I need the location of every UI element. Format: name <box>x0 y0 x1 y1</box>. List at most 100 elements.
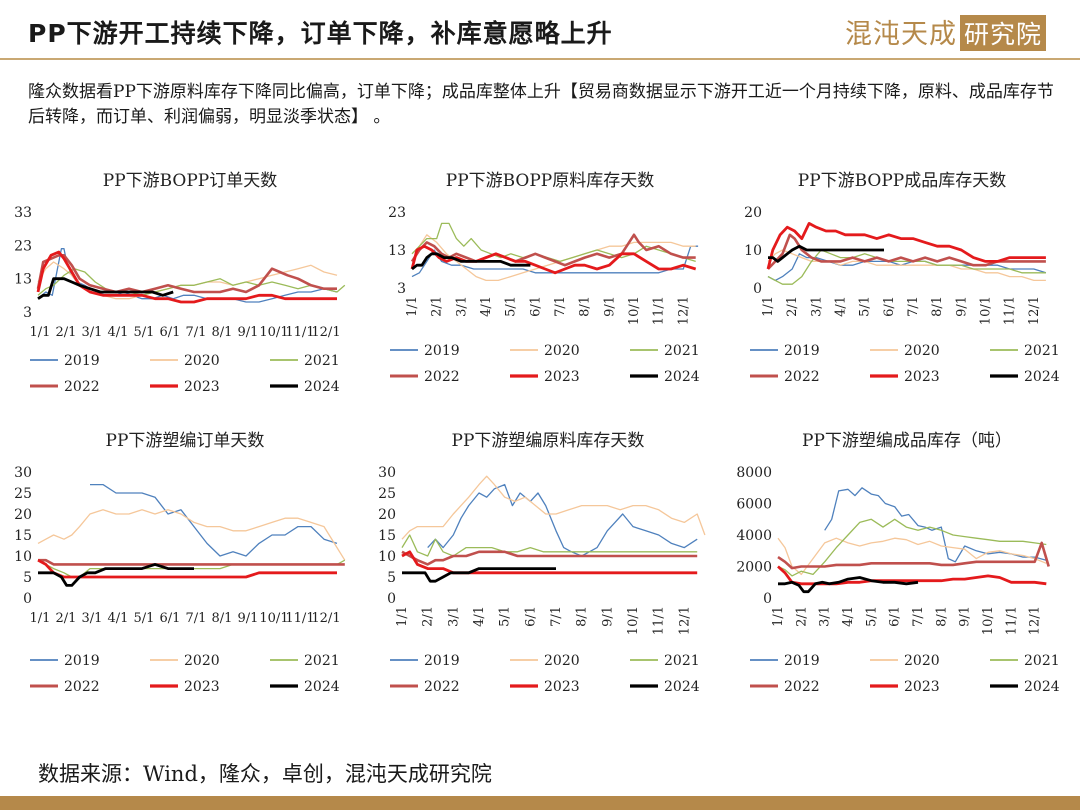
x-tick-label: 7/1 <box>549 606 564 627</box>
legend-label-2019: 2019 <box>64 653 100 669</box>
x-tick-label: 5/1 <box>498 606 513 627</box>
y-tick-label: 6000 <box>736 497 772 513</box>
x-tick-label: 5/1 <box>504 296 519 317</box>
x-tick-label: 4/1 <box>479 296 494 317</box>
series-line-2024 <box>768 244 884 263</box>
y-tick-label: 20 <box>14 507 32 523</box>
legend-label-2019: 2019 <box>784 653 820 669</box>
x-tick-label: 10/1 <box>626 606 641 635</box>
y-tick-label: 0 <box>763 591 772 607</box>
y-tick-label: 30 <box>14 465 32 481</box>
legend-label-2023: 2023 <box>184 379 220 395</box>
x-tick-label: 2/1 <box>421 606 436 627</box>
legend-label-2022: 2022 <box>784 679 820 695</box>
x-tick-label: 11/1 <box>652 606 667 635</box>
x-tick-label: 1/1 <box>761 296 776 317</box>
x-tick-label: 4/1 <box>841 606 856 627</box>
data-source-footer: 数据来源：Wind，隆众，卓创，混沌天成研究院 <box>38 762 492 786</box>
x-tick-label: 6/1 <box>160 611 181 626</box>
x-tick-label: 4/1 <box>834 296 849 317</box>
series-line-2019 <box>90 483 338 557</box>
legend-label-2019: 2019 <box>64 353 100 369</box>
y-tick-label: 3 <box>23 305 32 321</box>
series-line-2020 <box>767 249 1046 282</box>
series-line-2022 <box>36 254 337 294</box>
legend-label-2020: 2020 <box>184 353 220 369</box>
legend-label-2023: 2023 <box>544 369 580 385</box>
x-tick-label: 1/1 <box>405 296 420 317</box>
y-tick-label: 20 <box>378 507 396 523</box>
y-tick-label: 10 <box>378 549 396 565</box>
series-line-2020 <box>401 475 706 540</box>
x-tick-label: 8/1 <box>212 325 233 340</box>
y-tick-label: 3 <box>397 281 406 297</box>
x-tick-label: 12/1 <box>311 611 340 626</box>
legend-label-2022: 2022 <box>784 369 820 385</box>
chart-woven-finished-inventory: PP下游塑编成品库存（吨） 0 2000 4000 6000 8000 1/1 2/1 3/1 4… <box>736 431 1060 695</box>
x-tick-label: 8/1 <box>930 296 945 317</box>
series-line-2023 <box>401 550 698 575</box>
series-line-2024 <box>37 277 174 300</box>
x-tick-label: 10/1 <box>627 296 642 325</box>
x-tick-label: 8/1 <box>212 611 233 626</box>
legend-label-2022: 2022 <box>424 679 460 695</box>
series-line-2023 <box>36 250 337 304</box>
legend-label-2024: 2024 <box>664 679 700 695</box>
x-tick-label: 11/1 <box>652 296 667 325</box>
chart-title: PP下游塑编原料库存天数 <box>452 431 645 451</box>
chart-title: PP下游BOPP订单天数 <box>103 171 278 191</box>
legend-label-2024: 2024 <box>1024 679 1060 695</box>
series-line-2023 <box>777 565 1047 586</box>
x-tick-label: 12/1 <box>1027 296 1042 325</box>
x-tick-label: 3/1 <box>818 606 833 627</box>
chart-bopp-order-days: PP下游BOPP订单天数 3 13 23 33 1/1 2/1 3/1 4/1 5/1 6/1 7/1… <box>14 171 346 395</box>
x-tick-label: 4/1 <box>472 606 487 627</box>
x-tick-label: 11/1 <box>1004 606 1019 635</box>
x-tick-label: 2/1 <box>56 325 77 340</box>
series-line-2021 <box>401 534 698 557</box>
series-line-2023 <box>410 244 697 275</box>
bottom-accent-bar <box>0 796 1080 810</box>
series-line-2024 <box>38 562 194 587</box>
x-tick-label: 6/1 <box>888 606 903 627</box>
legend-label-2023: 2023 <box>184 679 220 695</box>
x-tick-label: 3/1 <box>82 325 103 340</box>
series-line-2024 <box>402 567 556 583</box>
x-tick-label: 5/1 <box>864 606 879 627</box>
x-tick-label: 12/1 <box>677 606 692 635</box>
legend-label-2024: 2024 <box>304 379 340 395</box>
y-tick-label: 10 <box>14 549 32 565</box>
y-tick-label: 5 <box>387 570 396 586</box>
legend-label-2021: 2021 <box>304 653 340 669</box>
x-tick-label: 6/1 <box>523 606 538 627</box>
x-tick-label: 5/1 <box>134 611 155 626</box>
y-tick-label: 23 <box>14 238 32 254</box>
legend-label-2022: 2022 <box>424 369 460 385</box>
series-line-2022 <box>38 558 345 566</box>
x-tick-label: 9/1 <box>958 606 973 627</box>
series-line-2019 <box>411 245 699 278</box>
y-tick-label: 13 <box>14 272 32 288</box>
legend-label-2024: 2024 <box>304 679 340 695</box>
y-tick-label: 23 <box>388 205 406 221</box>
x-tick-label: 8/1 <box>578 296 593 317</box>
legend-label-2021: 2021 <box>304 353 340 369</box>
chart-title: PP下游BOPP成品库存天数 <box>798 171 1007 191</box>
description-text: 隆众数据看PP下游原料库存下降同比偏高，订单下降；成品库整体上升【贸易商数据显示… <box>28 82 1054 127</box>
x-tick-label: 3/1 <box>82 611 103 626</box>
x-tick-label: 4/1 <box>108 611 129 626</box>
logo-boxed: 研究院 <box>960 15 1047 51</box>
chart-bopp-raw-inventory-days: PP下游BOPP原料库存天数 3 13 23 1/1 2/1 3/1 4/1 5/1 6/1 7/1… <box>388 171 700 385</box>
x-tick-label: 7/1 <box>186 611 207 626</box>
brand-logo: 混沌天成 研究院 <box>845 12 1047 54</box>
y-tick-label: 2000 <box>736 560 772 576</box>
y-tick-label: 4000 <box>736 528 772 544</box>
y-tick-label: 0 <box>387 591 396 607</box>
series-line-2020 <box>37 509 346 561</box>
legend-label-2020: 2020 <box>544 343 580 359</box>
series-line-2019 <box>824 487 1047 563</box>
series-line-2022 <box>777 541 1050 570</box>
x-tick-label: 3/1 <box>454 296 469 317</box>
x-tick-label: 4/1 <box>108 325 129 340</box>
x-tick-label: 7/1 <box>553 296 568 317</box>
